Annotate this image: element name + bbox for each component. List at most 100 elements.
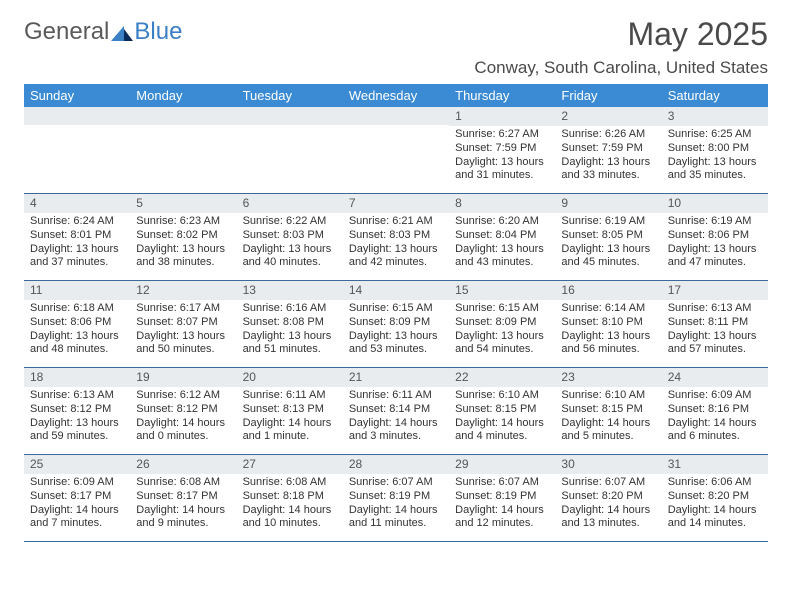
day-info-line: Sunset: 8:20 PM [561, 490, 655, 504]
day-info-line: Sunrise: 6:08 AM [243, 476, 337, 490]
day-cell: 31Sunrise: 6:06 AMSunset: 8:20 PMDayligh… [662, 455, 768, 541]
day-info-line: Daylight: 14 hours [668, 504, 762, 518]
day-info-line: Sunset: 8:14 PM [349, 403, 443, 417]
day-body: Sunrise: 6:12 AMSunset: 8:12 PMDaylight:… [130, 387, 236, 448]
day-info-line: Sunset: 8:00 PM [668, 142, 762, 156]
day-info-line: Sunset: 8:20 PM [668, 490, 762, 504]
day-info-line: and 14 minutes. [668, 517, 762, 531]
day-info-line: Sunrise: 6:21 AM [349, 215, 443, 229]
day-cell: 17Sunrise: 6:13 AMSunset: 8:11 PMDayligh… [662, 281, 768, 367]
day-info-line: Daylight: 13 hours [30, 417, 124, 431]
day-number: 6 [237, 194, 343, 213]
day-number: 27 [237, 455, 343, 474]
day-body: Sunrise: 6:13 AMSunset: 8:11 PMDaylight:… [662, 300, 768, 361]
day-info-line: Sunrise: 6:16 AM [243, 302, 337, 316]
day-info-line: and 42 minutes. [349, 256, 443, 270]
day-cell: 21Sunrise: 6:11 AMSunset: 8:14 PMDayligh… [343, 368, 449, 454]
week-row: 11Sunrise: 6:18 AMSunset: 8:06 PMDayligh… [24, 281, 768, 368]
logo-text-1: General [24, 18, 109, 46]
month-title: May 2025 [474, 18, 768, 50]
logo-text-2: Blue [134, 18, 182, 46]
day-info-line: Daylight: 13 hours [455, 243, 549, 257]
day-cell: 8Sunrise: 6:20 AMSunset: 8:04 PMDaylight… [449, 194, 555, 280]
day-info-line: Sunrise: 6:19 AM [561, 215, 655, 229]
day-body: Sunrise: 6:07 AMSunset: 8:19 PMDaylight:… [449, 474, 555, 535]
day-body: Sunrise: 6:14 AMSunset: 8:10 PMDaylight:… [555, 300, 661, 361]
day-cell: 30Sunrise: 6:07 AMSunset: 8:20 PMDayligh… [555, 455, 661, 541]
day-info-line: and 1 minute. [243, 430, 337, 444]
title-block: May 2025 Conway, South Carolina, United … [474, 18, 768, 78]
day-body: Sunrise: 6:09 AMSunset: 8:16 PMDaylight:… [662, 387, 768, 448]
day-number: 13 [237, 281, 343, 300]
day-cell: 18Sunrise: 6:13 AMSunset: 8:12 PMDayligh… [24, 368, 130, 454]
day-info-line: Daylight: 14 hours [349, 504, 443, 518]
day-info-line: Sunrise: 6:26 AM [561, 128, 655, 142]
day-info-line: Daylight: 13 hours [455, 330, 549, 344]
day-info-line: Daylight: 13 hours [668, 330, 762, 344]
day-info-line: and 4 minutes. [455, 430, 549, 444]
day-info-line: Sunrise: 6:25 AM [668, 128, 762, 142]
day-info-line: Sunrise: 6:19 AM [668, 215, 762, 229]
day-info-line: Daylight: 14 hours [561, 417, 655, 431]
day-info-line: and 50 minutes. [136, 343, 230, 357]
day-number: 24 [662, 368, 768, 387]
week-row: 25Sunrise: 6:09 AMSunset: 8:17 PMDayligh… [24, 455, 768, 542]
day-body: Sunrise: 6:10 AMSunset: 8:15 PMDaylight:… [555, 387, 661, 448]
weekday-header: Friday [555, 84, 661, 107]
day-info-line: Sunrise: 6:07 AM [349, 476, 443, 490]
day-info-line: Sunset: 8:05 PM [561, 229, 655, 243]
day-info-line: Sunset: 8:09 PM [455, 316, 549, 330]
day-info-line: and 51 minutes. [243, 343, 337, 357]
day-body [130, 125, 236, 131]
day-number: 10 [662, 194, 768, 213]
day-info-line: and 31 minutes. [455, 169, 549, 183]
day-info-line: Sunrise: 6:22 AM [243, 215, 337, 229]
day-info-line: Sunrise: 6:08 AM [136, 476, 230, 490]
day-number: 19 [130, 368, 236, 387]
day-info-line: Sunset: 8:09 PM [349, 316, 443, 330]
day-info-line: Sunset: 8:15 PM [561, 403, 655, 417]
day-number: 15 [449, 281, 555, 300]
day-info-line: and 9 minutes. [136, 517, 230, 531]
day-info-line: Sunrise: 6:24 AM [30, 215, 124, 229]
day-cell: 10Sunrise: 6:19 AMSunset: 8:06 PMDayligh… [662, 194, 768, 280]
page-header: General Blue May 2025 Conway, South Caro… [24, 18, 768, 78]
day-info-line: Sunset: 8:11 PM [668, 316, 762, 330]
day-number: 2 [555, 107, 661, 126]
day-info-line: Daylight: 13 hours [30, 330, 124, 344]
day-info-line: and 35 minutes. [668, 169, 762, 183]
day-number: 12 [130, 281, 236, 300]
day-info-line: Sunrise: 6:27 AM [455, 128, 549, 142]
day-info-line: and 59 minutes. [30, 430, 124, 444]
day-cell: 1Sunrise: 6:27 AMSunset: 7:59 PMDaylight… [449, 107, 555, 193]
day-number: 28 [343, 455, 449, 474]
day-cell: 16Sunrise: 6:14 AMSunset: 8:10 PMDayligh… [555, 281, 661, 367]
day-body: Sunrise: 6:08 AMSunset: 8:17 PMDaylight:… [130, 474, 236, 535]
day-cell: 9Sunrise: 6:19 AMSunset: 8:05 PMDaylight… [555, 194, 661, 280]
day-cell: 13Sunrise: 6:16 AMSunset: 8:08 PMDayligh… [237, 281, 343, 367]
day-body: Sunrise: 6:23 AMSunset: 8:02 PMDaylight:… [130, 213, 236, 274]
day-info-line: and 45 minutes. [561, 256, 655, 270]
day-cell: 20Sunrise: 6:11 AMSunset: 8:13 PMDayligh… [237, 368, 343, 454]
day-info-line: Sunrise: 6:06 AM [668, 476, 762, 490]
day-info-line: Daylight: 14 hours [136, 417, 230, 431]
day-body: Sunrise: 6:06 AMSunset: 8:20 PMDaylight:… [662, 474, 768, 535]
day-number: 23 [555, 368, 661, 387]
day-body: Sunrise: 6:26 AMSunset: 7:59 PMDaylight:… [555, 126, 661, 187]
day-cell [24, 107, 130, 193]
day-number: 5 [130, 194, 236, 213]
day-cell: 24Sunrise: 6:09 AMSunset: 8:16 PMDayligh… [662, 368, 768, 454]
day-number: 4 [24, 194, 130, 213]
day-number: 1 [449, 107, 555, 126]
calendar-grid: SundayMondayTuesdayWednesdayThursdayFrid… [24, 84, 768, 542]
day-info-line: Sunset: 8:19 PM [455, 490, 549, 504]
day-info-line: Sunrise: 6:23 AM [136, 215, 230, 229]
weekday-header: Sunday [24, 84, 130, 107]
weeks-container: 1Sunrise: 6:27 AMSunset: 7:59 PMDaylight… [24, 107, 768, 542]
day-info-line: and 5 minutes. [561, 430, 655, 444]
day-info-line: Sunrise: 6:13 AM [668, 302, 762, 316]
day-info-line: and 48 minutes. [30, 343, 124, 357]
day-body: Sunrise: 6:17 AMSunset: 8:07 PMDaylight:… [130, 300, 236, 361]
logo-triangle-icon [111, 23, 133, 41]
weekday-header-row: SundayMondayTuesdayWednesdayThursdayFrid… [24, 84, 768, 107]
